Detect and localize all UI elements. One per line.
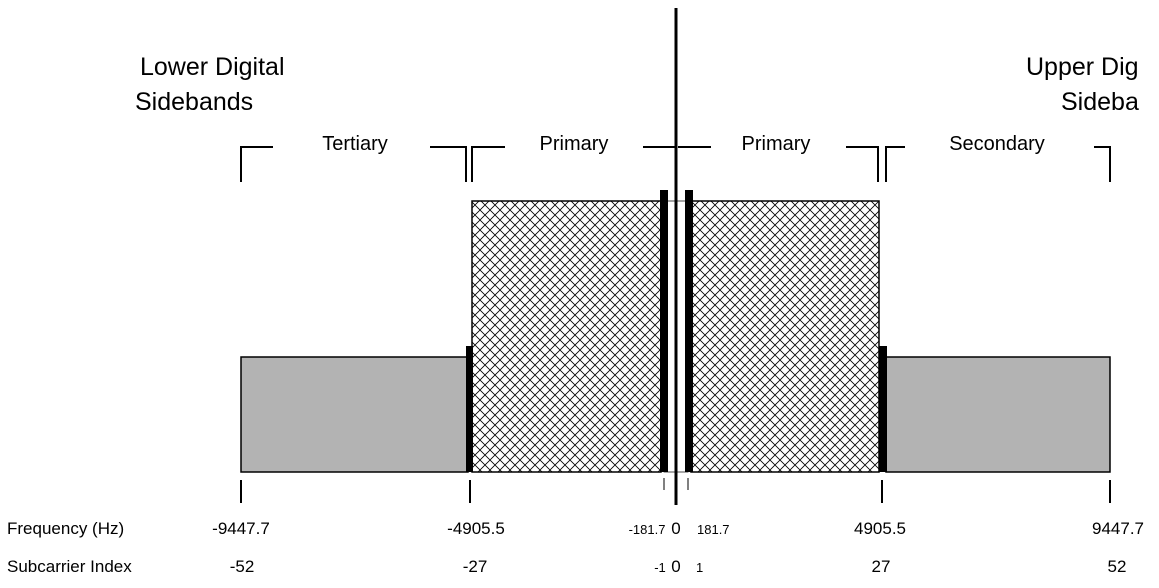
primary-upper-block <box>690 200 880 473</box>
tertiary-label: Tertiary <box>322 133 388 155</box>
ref-bar-upper-outer <box>879 346 887 472</box>
axis-ticks <box>240 478 1111 503</box>
upper-sidebands-title-line1: Upper Dig <box>1026 53 1139 81</box>
freq-tick: -181.7 <box>629 522 666 537</box>
secondary-block <box>885 356 1111 473</box>
upper-sidebands-title-line2: Sideba <box>1061 88 1139 116</box>
subcarrier-tick: -1 <box>654 560 666 575</box>
freq-tick: -9447.7 <box>212 519 270 538</box>
lower-sidebands-title-line2: Sidebands <box>135 88 253 116</box>
tertiary-bracket <box>240 146 467 182</box>
lower-sidebands-title-line1: Lower Digital <box>140 53 285 81</box>
secondary-bracket <box>885 146 1111 182</box>
primary-upper-label: Primary <box>742 133 811 155</box>
freq-tick: 181.7 <box>697 522 730 537</box>
subcarrier-tick: 52 <box>1108 557 1127 576</box>
freq-tick: 0 <box>671 519 680 538</box>
secondary-label: Secondary <box>949 133 1045 155</box>
freq-tick: 4905.5 <box>854 519 906 538</box>
subcarrier-row-label: Subcarrier Index <box>7 557 132 576</box>
subcarrier-tick: -27 <box>463 557 488 576</box>
subcarrier-tick: -52 <box>230 557 255 576</box>
primary-lower-block <box>471 200 662 473</box>
ref-bar-lower-inner <box>660 190 668 472</box>
ref-bar-lower-outer <box>466 346 473 472</box>
primary-lower-label: Primary <box>540 133 609 155</box>
frequency-row-label: Frequency (Hz) <box>7 519 124 538</box>
primary-lower-bracket <box>471 146 676 182</box>
freq-tick: -4905.5 <box>447 519 505 538</box>
ref-bar-upper-inner <box>685 190 693 472</box>
subcarrier-tick: 0 <box>671 557 680 576</box>
primary-upper-bracket <box>678 146 879 182</box>
subcarrier-tick: 1 <box>696 560 703 575</box>
freq-tick: 9447.7 <box>1092 519 1144 538</box>
subcarrier-tick: 27 <box>872 557 891 576</box>
tertiary-block <box>240 356 469 473</box>
